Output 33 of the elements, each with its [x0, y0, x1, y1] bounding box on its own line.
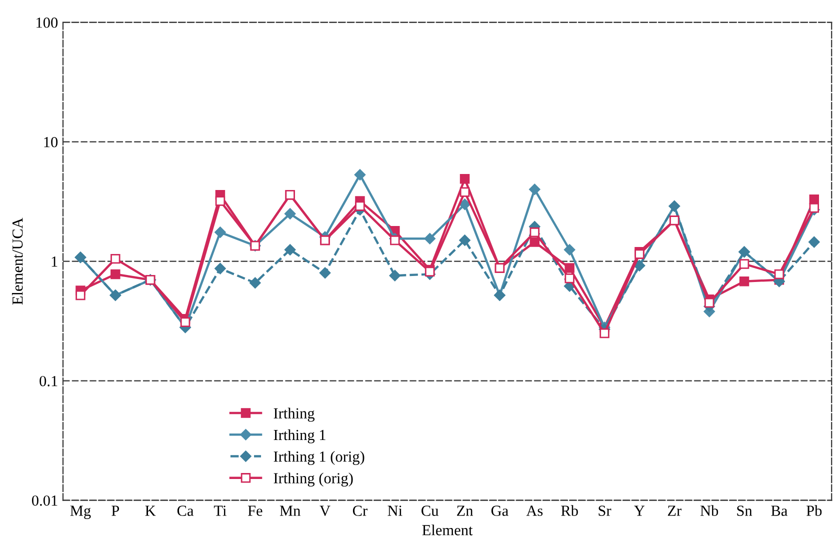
x-tick-label: Y: [634, 506, 645, 516]
x-tick-label: Ca: [177, 506, 194, 516]
x-tick-label: Sr: [598, 506, 612, 516]
y-tick-label: 10: [44, 136, 58, 148]
x-tick-label: As: [526, 506, 543, 516]
x-tick-label: Ti: [214, 506, 226, 516]
y-tick-label: 0.01: [32, 495, 58, 506]
legend-label: Irthing 1: [274, 429, 326, 444]
x-tick-label: Ga: [491, 506, 508, 516]
y-axis-title: Element/UCA: [12, 218, 23, 305]
x-tick-label: Zr: [668, 506, 682, 516]
x-tick-label: Cu: [422, 506, 438, 516]
x-tick-label: K: [145, 506, 156, 516]
x-tick-label: Ba: [771, 506, 788, 516]
legend-label: Irthing 1 (orig): [274, 451, 364, 465]
y-tick-label: 100: [36, 18, 58, 28]
x-tick-label: Nb: [700, 505, 718, 516]
x-tick-label: Mn: [280, 506, 300, 516]
x-tick-label: Cr: [352, 506, 368, 516]
x-tick-label: Rb: [561, 505, 578, 516]
y-tick-label: 0.1: [40, 376, 58, 386]
x-axis-title: Element: [422, 524, 473, 536]
x-tick-label: P: [112, 506, 120, 516]
x-tick-label: V: [320, 506, 330, 516]
x-tick-label: Zn: [457, 506, 474, 516]
x-tick-label: Fe: [248, 506, 262, 516]
x-tick-label: Mg: [70, 506, 91, 520]
x-tick-label: Sn: [737, 506, 752, 516]
legend-label: Irthing: [274, 408, 315, 422]
x-tick-label: Ni: [388, 506, 402, 516]
y-tick-label: 1: [52, 256, 58, 267]
x-tick-label: Pb: [806, 505, 822, 516]
legend-label: Irthing (orig): [274, 472, 353, 487]
